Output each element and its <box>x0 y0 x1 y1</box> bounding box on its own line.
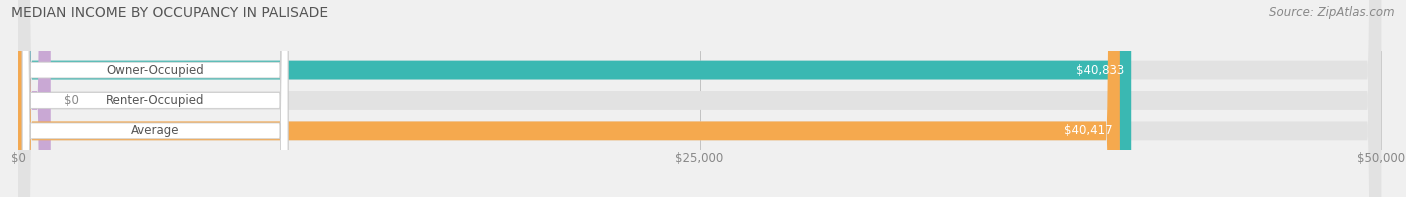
FancyBboxPatch shape <box>22 0 288 197</box>
Text: $0: $0 <box>65 94 79 107</box>
FancyBboxPatch shape <box>18 0 1381 197</box>
FancyBboxPatch shape <box>18 0 1119 197</box>
FancyBboxPatch shape <box>22 0 288 197</box>
Text: Owner-Occupied: Owner-Occupied <box>107 64 204 77</box>
Text: Source: ZipAtlas.com: Source: ZipAtlas.com <box>1270 6 1395 19</box>
Text: $40,833: $40,833 <box>1076 64 1125 77</box>
FancyBboxPatch shape <box>18 0 51 197</box>
Text: Average: Average <box>131 124 180 137</box>
FancyBboxPatch shape <box>22 0 288 197</box>
Text: Renter-Occupied: Renter-Occupied <box>105 94 204 107</box>
Text: $40,417: $40,417 <box>1064 124 1114 137</box>
FancyBboxPatch shape <box>18 0 1381 197</box>
FancyBboxPatch shape <box>18 0 1132 197</box>
FancyBboxPatch shape <box>18 0 1381 197</box>
Text: MEDIAN INCOME BY OCCUPANCY IN PALISADE: MEDIAN INCOME BY OCCUPANCY IN PALISADE <box>11 6 329 20</box>
